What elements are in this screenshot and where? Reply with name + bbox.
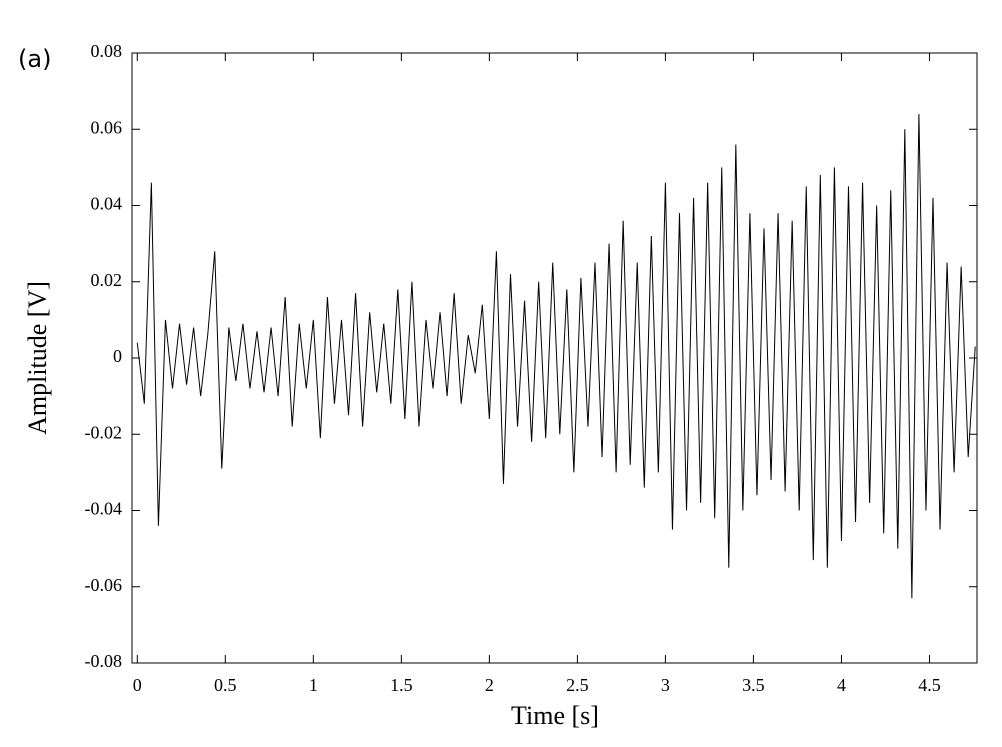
signal-line [136, 113, 976, 599]
x-tick-label: 0.5 [214, 675, 237, 695]
x-tick-label: 4 [837, 675, 846, 695]
y-tick-label: 0.06 [91, 117, 123, 137]
y-tick-label: -0.08 [85, 651, 123, 671]
x-tick-label: 4.5 [918, 675, 941, 695]
x-axis-label: Time [s] [511, 701, 599, 730]
y-tick-label: 0 [113, 346, 122, 366]
x-tick-label: 3.5 [742, 675, 765, 695]
x-tick-label: 0 [133, 675, 142, 695]
y-tick-label: 0.04 [91, 194, 123, 214]
x-tick-label: 1.5 [390, 675, 413, 695]
panel-label: (a) [18, 45, 51, 73]
y-tick-label: 0.02 [91, 270, 123, 290]
y-axis-label: Amplitude [V] [23, 281, 52, 435]
plot-frame [131, 52, 978, 664]
y-tick-label: 0.08 [91, 41, 123, 61]
y-tick-label: -0.06 [85, 575, 123, 595]
x-tick-label: 3 [661, 675, 670, 695]
y-tick-label: -0.02 [85, 422, 123, 442]
x-tick-label: 2 [485, 675, 494, 695]
y-tick-label: -0.04 [85, 499, 123, 519]
x-tick-label: 2.5 [566, 675, 589, 695]
x-tick-label: 1 [309, 675, 318, 695]
